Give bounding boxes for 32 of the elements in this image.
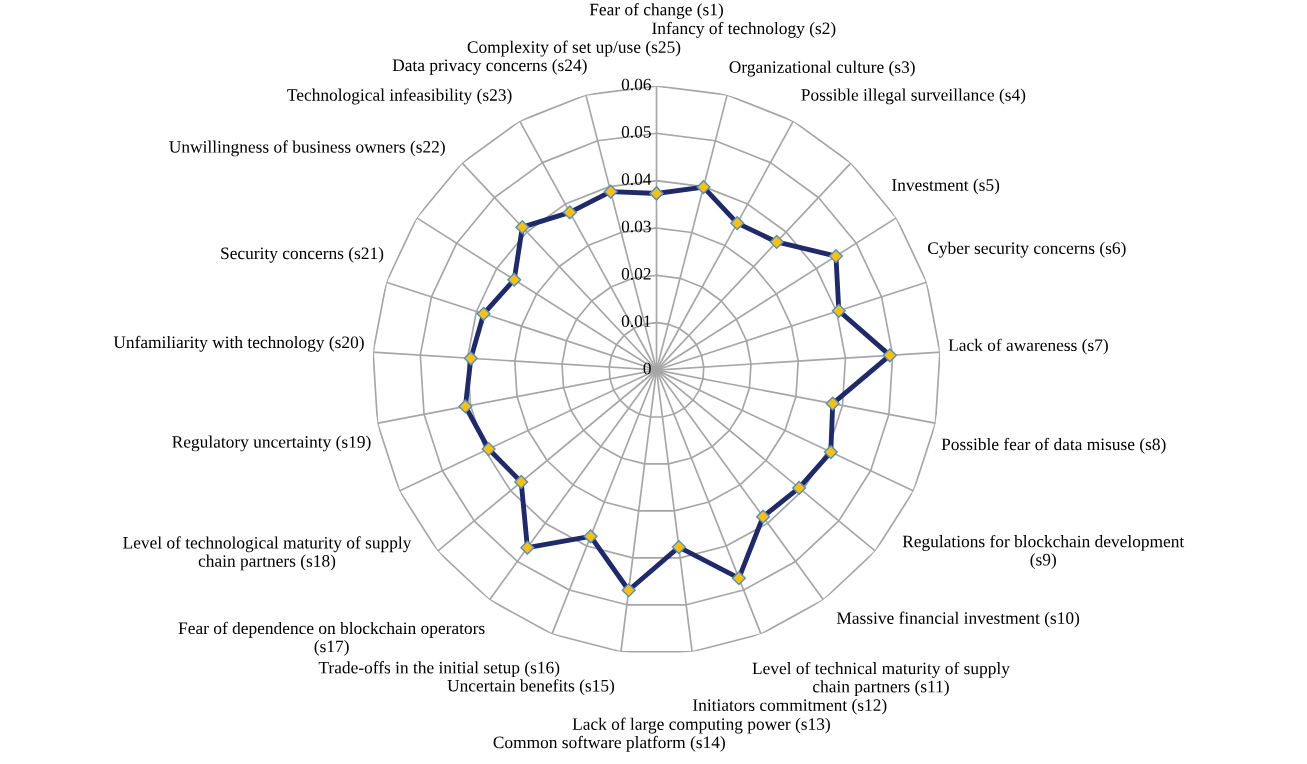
spoke-label: Massive financial investment (s10) [836,611,1080,628]
spoke-label: Possible fear of data misuse (s8) [941,437,1166,454]
y-tick-label: 0 [643,362,651,375]
y-tick-label: 0.02 [621,267,651,280]
spoke-label: Investment (s5) [892,178,1000,195]
y-tick-label: 0.05 [621,125,651,138]
spoke-label: Cyber security concerns (s6) [927,241,1126,258]
spoke-label: Security concerns (s21) [221,246,384,263]
spoke-label: Unfamiliarity with technology (s20) [113,335,364,352]
spoke-label: Lack of large computing power (s13) [572,717,830,734]
y-tick-label: 0.04 [621,173,652,186]
spoke-label: Fear of dependence on blockchain operators (s17) [178,621,485,656]
spoke-label: Common software platform (s14) [493,735,725,752]
spoke-label: Level of technical maturity of supply chain partners (s11) [752,661,1010,696]
spoke-label: Organizational culture (s3) [729,60,915,77]
spoke-label: Lack of awareness (s7) [948,338,1108,355]
spoke-label: Possible illegal surveillance (s4) [801,88,1026,105]
spoke-label: Fear of change (s1) [589,3,723,19]
spoke-label: Complexity of set up/use (s25) [467,40,681,57]
spoke-label: Unwillingness of business owners (s22) [169,140,445,157]
spoke-label: Regulations for blockchain development (s9) [902,534,1185,570]
spoke-label: Level of technological maturity of supply chain partners (s18) [123,536,412,571]
spoke-label: Uncertain benefits (s15) [447,679,615,696]
spoke-label: Technological infeasibility (s23) [287,88,512,105]
y-tick-label: 0.01 [621,315,651,328]
spoke-label: Trade-offs in the initial setup (s16) [318,661,560,678]
y-tick-label: 0.06 [621,78,651,91]
y-tick-label: 0.03 [621,220,651,233]
spoke-label: Data privacy concerns (s24) [392,58,587,75]
spoke-label: Infancy of technology (s2) [652,21,836,38]
spoke-label: Initiators commitment (s12) [693,698,887,715]
spoke-label: Regulatory uncertainty (s19) [172,435,371,452]
